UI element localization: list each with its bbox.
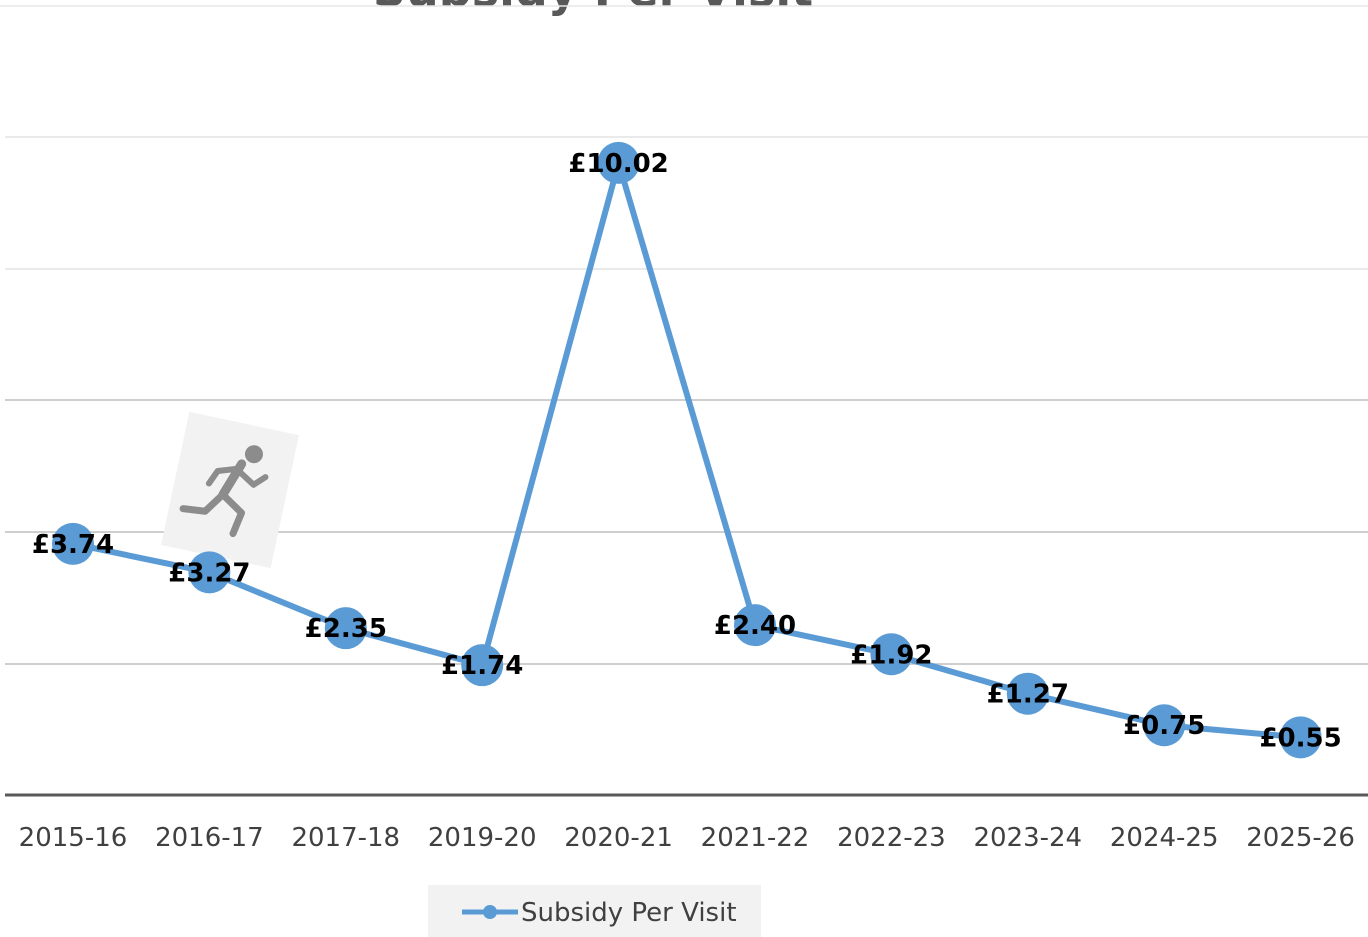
chart-title: Subsidy Per Visit xyxy=(373,0,813,17)
x-tick-label: 2019-20 xyxy=(428,823,537,853)
data-point xyxy=(734,604,776,647)
legend: Subsidy Per Visit xyxy=(428,885,761,937)
data-point xyxy=(1006,672,1049,715)
x-tick-label: 2016-17 xyxy=(155,823,264,853)
data-point xyxy=(597,141,640,184)
data-point xyxy=(1279,716,1322,759)
x-tick-label: 2022-23 xyxy=(837,823,946,853)
data-label: £3.74 xyxy=(32,530,114,560)
data-point xyxy=(52,522,94,565)
data-label: £0.55 xyxy=(1259,723,1341,753)
data-point xyxy=(1143,704,1186,747)
data-label: £2.35 xyxy=(305,614,387,644)
x-tick-label: 2023-24 xyxy=(973,823,1082,853)
data-label: £3.27 xyxy=(168,558,250,588)
x-tick-label: 2024-25 xyxy=(1110,823,1219,853)
legend-series-marker xyxy=(483,905,497,919)
data-label: £1.74 xyxy=(441,651,523,681)
series-line xyxy=(72,159,1301,741)
x-tick-label: 2015-16 xyxy=(19,823,128,853)
x-axis-tick-labels: 2015-16 2016-17 2017-18 2019-20 2020-21 2021-… xyxy=(19,823,1355,853)
data-point xyxy=(870,633,913,676)
x-tick-label: 2020-21 xyxy=(564,823,673,853)
data-point xyxy=(324,607,367,650)
data-label: £1.92 xyxy=(850,640,932,670)
running-person-icon xyxy=(161,411,299,569)
x-tick-label: 2021-22 xyxy=(701,823,810,853)
series-subsidy-per-visit: £3.74 £3.27 £2.35 £1.74 £10.02 £2.40 £1.92 £1.2… xyxy=(32,141,1342,759)
data-label: £2.40 xyxy=(714,611,796,641)
x-tick-label: 2017-18 xyxy=(291,823,400,853)
data-label: £1.27 xyxy=(987,680,1069,710)
data-label: £0.75 xyxy=(1123,711,1205,741)
data-point xyxy=(188,551,231,594)
data-point xyxy=(461,644,504,687)
data-label: £10.02 xyxy=(568,149,668,179)
x-tick-label: 2025-26 xyxy=(1246,823,1355,853)
legend-series-name: Subsidy Per Visit xyxy=(521,898,737,928)
